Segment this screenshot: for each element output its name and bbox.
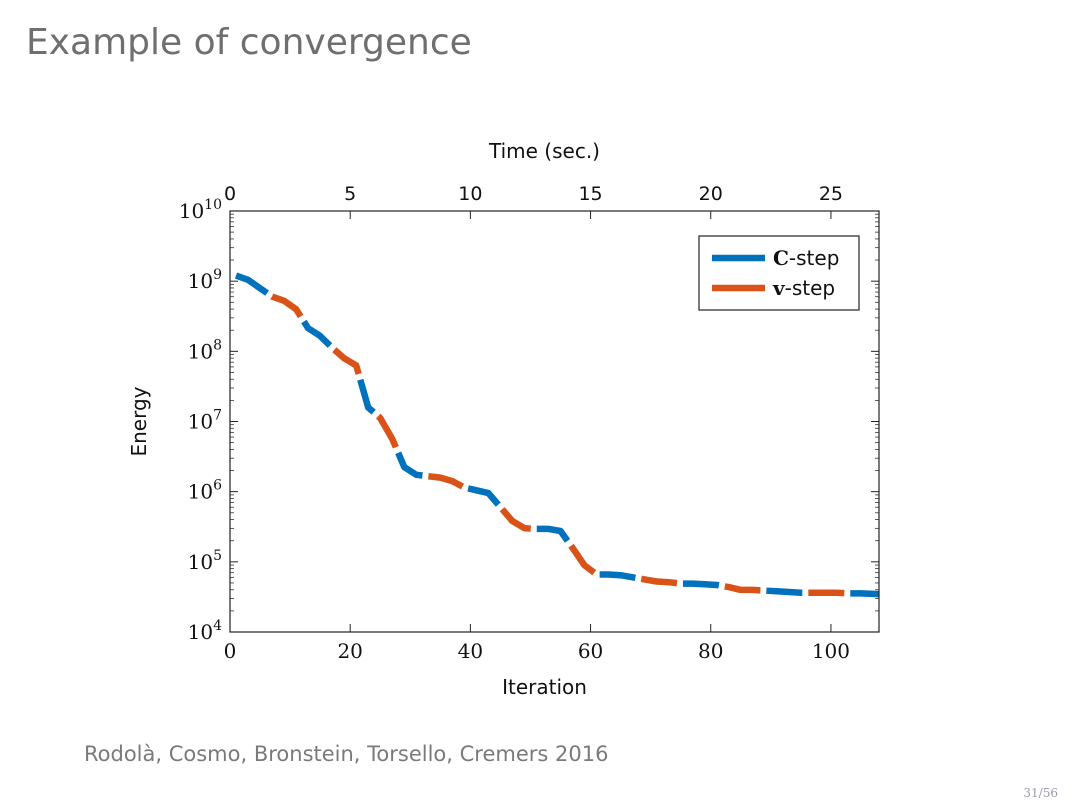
citation: Rodolà, Cosmo, Bronstein, Torsello, Crem… <box>84 742 609 766</box>
x2-tick-label: 10 <box>458 183 482 205</box>
legend-entry-v-step: v-step <box>772 276 835 300</box>
x2-tick-label: 20 <box>699 183 723 205</box>
y-tick-label: 105 <box>188 548 222 574</box>
y-tick-label: 108 <box>188 337 222 363</box>
x2-axis-label: Time (sec.) <box>488 139 600 163</box>
x-tick-label: 60 <box>578 639 603 663</box>
y-tick-label: 109 <box>188 267 222 293</box>
y-tick-label: 107 <box>188 408 222 434</box>
y-tick-label: 1010 <box>179 197 222 223</box>
x2-tick-label: 0 <box>224 183 236 205</box>
page-number: 31/56 <box>1023 786 1058 800</box>
x-tick-label: 0 <box>224 639 237 663</box>
x2-tick-label: 15 <box>578 183 602 205</box>
v-step-curve <box>234 272 880 598</box>
x-tick-label: 20 <box>337 639 362 663</box>
c-step-curve <box>234 272 880 598</box>
y-tick-label: 106 <box>188 478 222 504</box>
plot-frame <box>229 210 880 633</box>
x-tick-label: 40 <box>458 639 483 663</box>
legend-box <box>698 235 860 311</box>
y-tick-label: 104 <box>188 618 222 644</box>
x-tick-label: 80 <box>698 639 723 663</box>
x2-tick-label: 5 <box>344 183 356 205</box>
y-axis-label: Energy <box>127 386 151 456</box>
x-axis-label: Iteration <box>502 675 587 699</box>
x2-tick-label: 25 <box>819 183 843 205</box>
legend-entry-c-step: C-step <box>773 246 839 270</box>
x-tick-label: 100 <box>812 639 850 663</box>
slide-title: Example of convergence <box>26 22 472 63</box>
